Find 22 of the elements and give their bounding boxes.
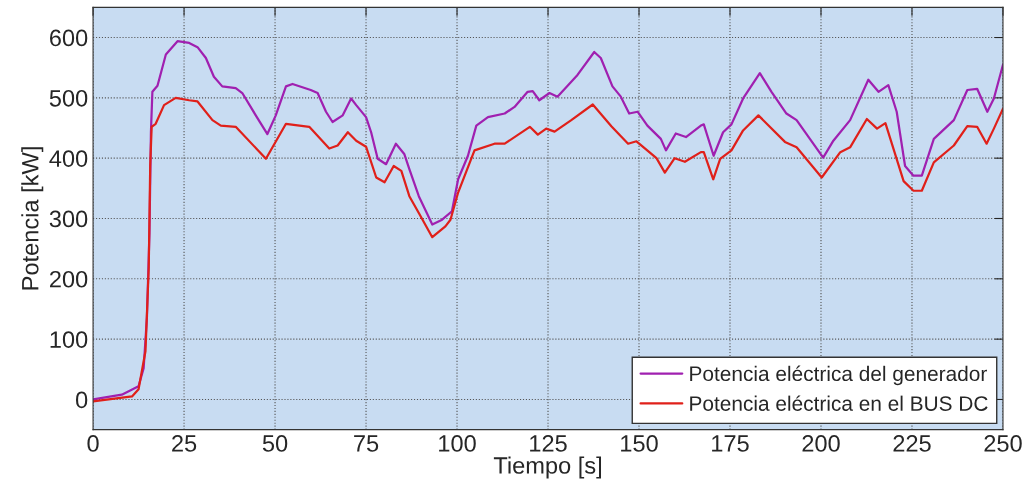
y-tick-label: 200 bbox=[50, 270, 88, 288]
x-tick-label: 225 bbox=[893, 435, 931, 452]
y-tick-label: 0 bbox=[75, 391, 88, 409]
x-tick-label: 75 bbox=[354, 435, 379, 452]
y-tick-label: 300 bbox=[49, 210, 88, 228]
x-tick-label: 25 bbox=[172, 435, 197, 452]
legend-label: Potencia eléctrica en el BUS DC bbox=[690, 395, 988, 411]
y-tick-label: 400 bbox=[49, 150, 88, 167]
y-tick-label: 500 bbox=[49, 89, 88, 107]
y-axis-title: Potencia [kW] bbox=[21, 147, 44, 290]
y-tick-label: 600 bbox=[50, 29, 88, 47]
y-tick-label: 100 bbox=[50, 331, 88, 348]
x-tick-label: 125 bbox=[530, 435, 567, 452]
x-tick-label: 200 bbox=[802, 435, 840, 452]
x-tick-label: 250 bbox=[984, 435, 1022, 452]
x-tick-label: 0 bbox=[87, 435, 99, 452]
legend-label: Potencia eléctrica del generador bbox=[690, 365, 987, 386]
x-tick-label: 50 bbox=[262, 435, 288, 452]
x-tick-label: 150 bbox=[621, 435, 658, 452]
x-tick-label: 100 bbox=[439, 435, 476, 452]
x-axis-title: Tiempo [s] bbox=[493, 456, 602, 479]
x-tick-label: 175 bbox=[712, 435, 749, 452]
